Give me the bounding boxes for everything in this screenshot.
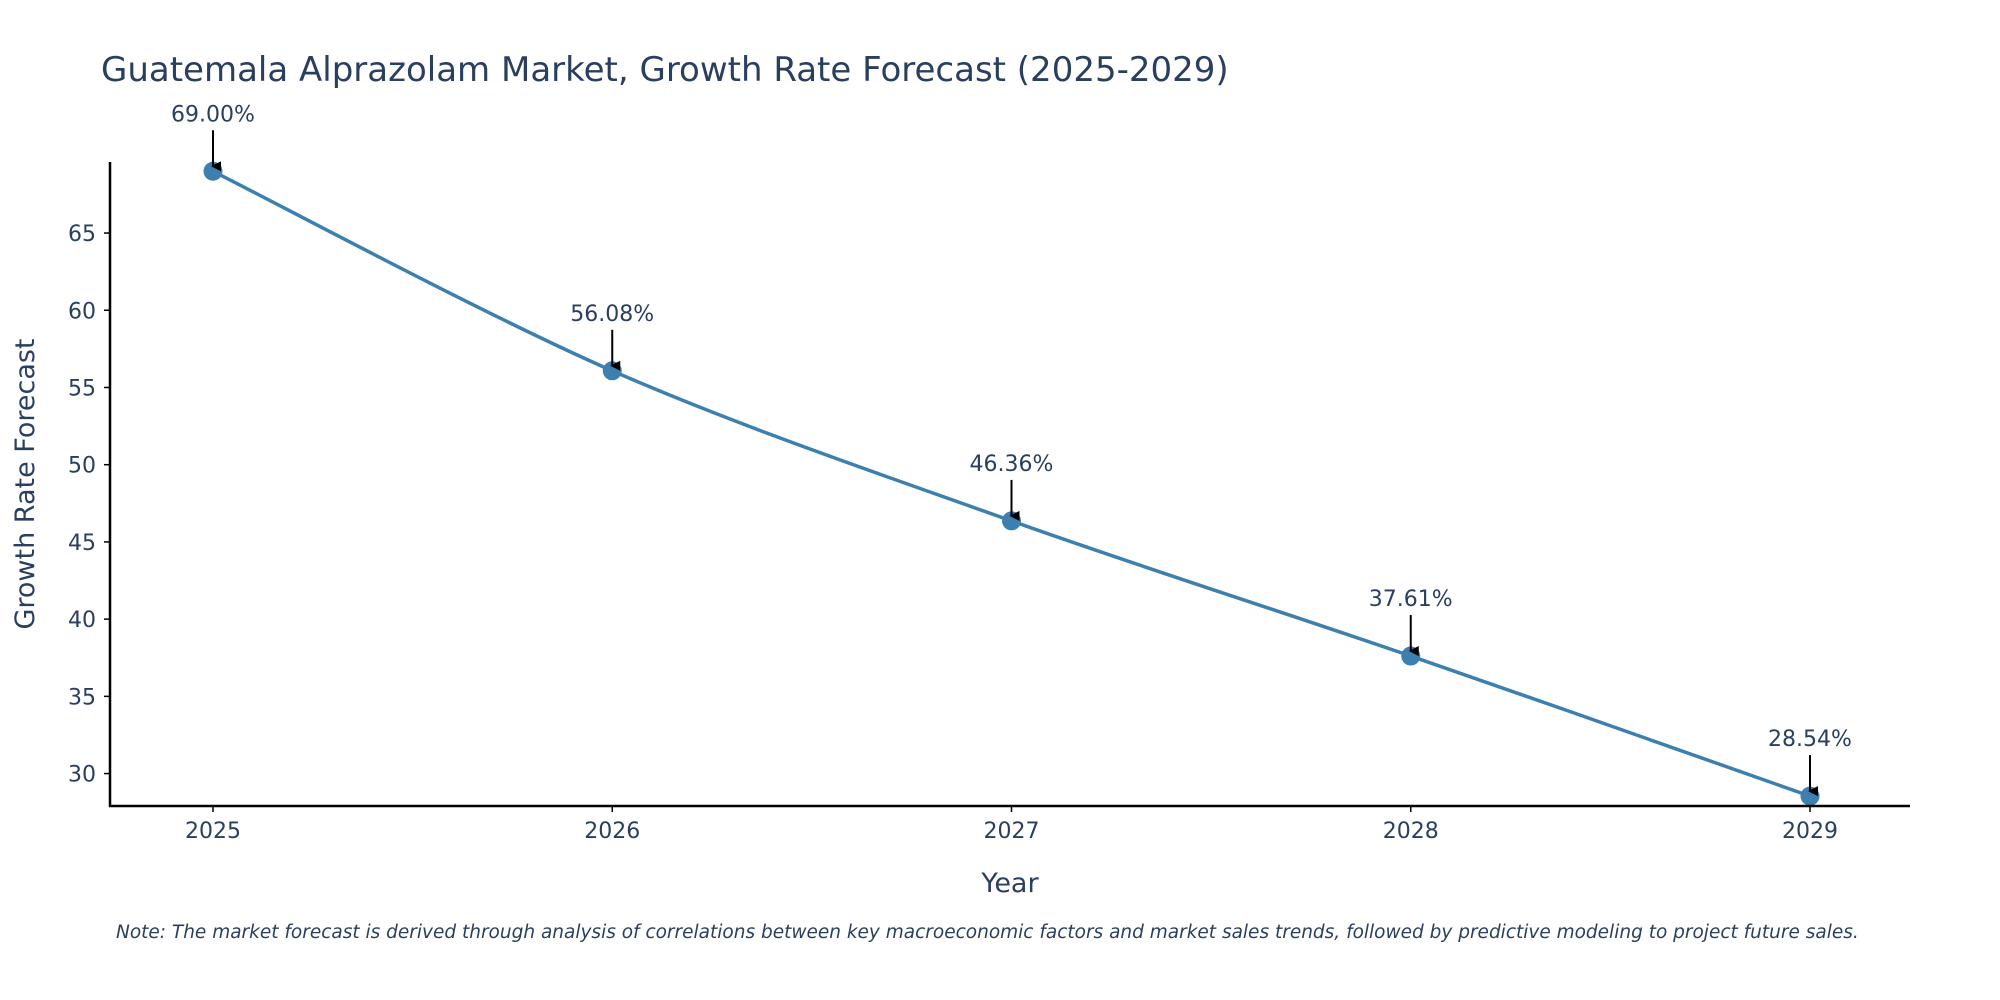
y-tick-label: 65: [68, 222, 96, 247]
data-label: 69.00%: [171, 102, 255, 127]
footnote: Note: The market forecast is derived thr…: [116, 922, 1859, 943]
y-tick-label: 55: [68, 376, 96, 401]
x-axis-title: Year: [980, 868, 1039, 899]
x-axis-ticks: 2025 2026 2027 2028 2029: [185, 806, 1838, 844]
y-axis-title: Growth Rate Forecast: [10, 338, 41, 629]
x-tick-label: 2026: [584, 819, 640, 844]
y-tick-label: 50: [68, 454, 96, 479]
x-tick-label: 2029: [1782, 819, 1838, 844]
chart-title: Guatemala Alprazolam Market, Growth Rate…: [101, 50, 1229, 90]
x-tick-label: 2025: [185, 819, 241, 844]
data-label-annotations: 69.00% 56.08% 46.36% 37.61% 28.54%: [171, 102, 1852, 797]
x-tick-label: 2027: [984, 819, 1040, 844]
y-tick-label: 45: [68, 531, 96, 556]
y-tick-label: 30: [68, 763, 96, 788]
data-label: 28.54%: [1768, 727, 1852, 752]
y-axis-ticks: 30 35 40 45 50 55 60 65: [68, 222, 110, 788]
data-label: 46.36%: [970, 452, 1054, 477]
y-tick-label: 35: [68, 685, 96, 710]
y-tick-label: 40: [68, 608, 96, 633]
data-label: 56.08%: [570, 302, 654, 327]
x-tick-label: 2028: [1383, 819, 1439, 844]
data-label: 37.61%: [1369, 587, 1453, 612]
y-tick-label: 60: [68, 299, 96, 324]
